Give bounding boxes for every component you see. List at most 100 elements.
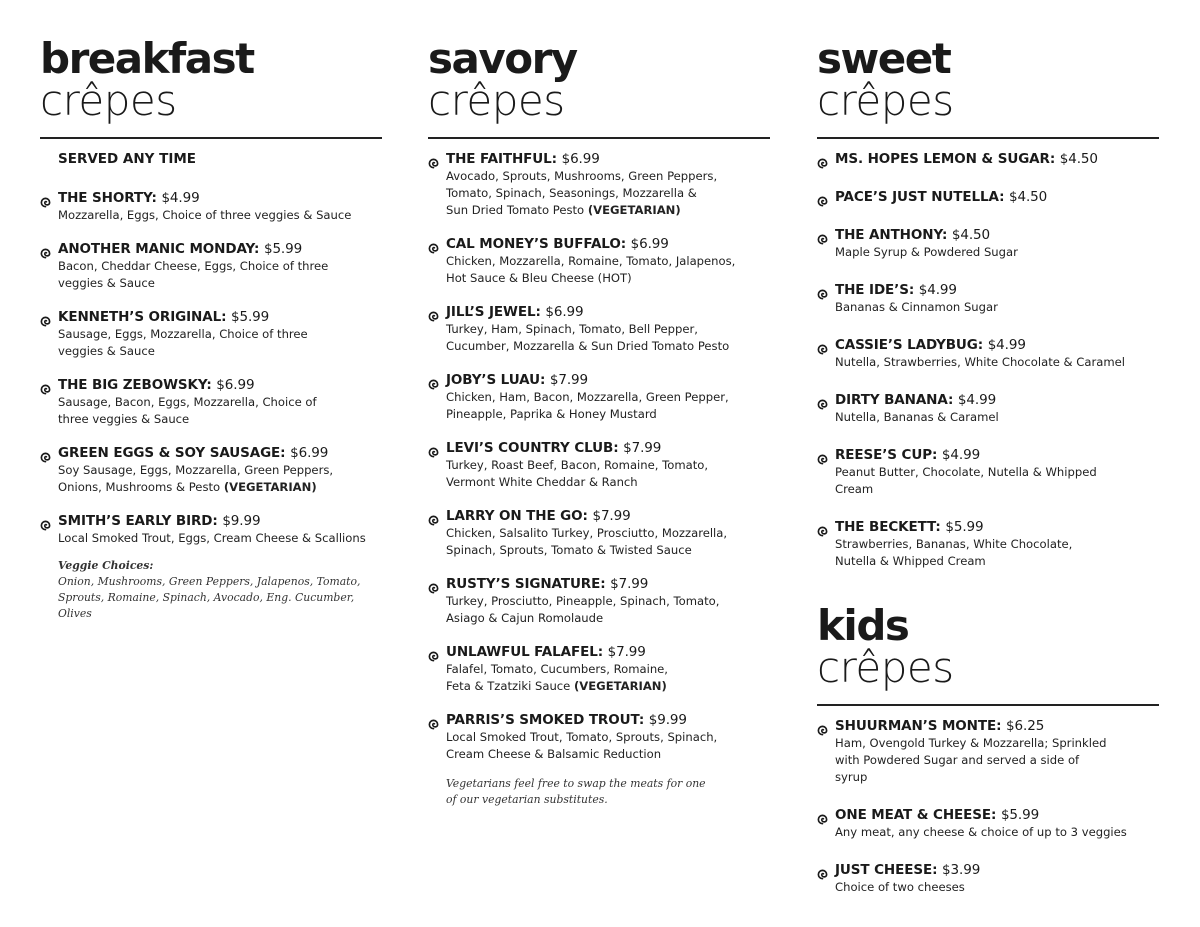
item-description-block: Turkey, Roast Beef, Bacon, Romaine, Toma… — [446, 457, 746, 491]
spiral-bullet-icon — [428, 647, 439, 662]
item-description-block: Ham, Ovengold Turkey & Mozzarella; Sprin… — [835, 735, 1115, 786]
menu-item: THE BECKETT: $5.99 Strawberries, Bananas,… — [817, 519, 1159, 570]
item-description: Nutella, Bananas & Caramel — [835, 410, 999, 424]
item-name: PARRIS’S SMOKED TROUT: — [446, 712, 645, 728]
spiral-bullet-icon — [817, 340, 828, 355]
item-name: ONE MEAT & CHEESE: — [835, 807, 997, 823]
item-description: Avocado, Sprouts, Mushrooms, Green Peppe… — [446, 169, 718, 217]
item-price: $7.99 — [549, 372, 589, 388]
item-description: Falafel, Tomato, Cucumbers, Romaine, Fet… — [446, 662, 668, 693]
item-name: THE FAITHFUL: — [446, 151, 557, 167]
menu-item: THE BIG ZEBOWSKY: $6.99 Sausage, Bacon, E… — [40, 377, 382, 428]
item-name-line: CASSIE’S LADYBUG: $4.99 — [835, 337, 1159, 354]
spiral-bullet-icon — [817, 522, 828, 537]
section-title: kids — [817, 601, 910, 650]
item-name-line: REESE’S CUP: $4.99 — [835, 447, 1159, 464]
menu-item: SMITH’S EARLY BIRD: $9.99 Local Smoked Tr… — [40, 513, 382, 547]
menu-item: MS. HOPES LEMON & SUGAR: $4.50 — [817, 151, 1159, 169]
vegetarian-tag: (VEGETARIAN) — [573, 679, 667, 693]
spiral-bullet-icon — [817, 450, 828, 465]
item-description: Any meat, any cheese & choice of up to 3… — [835, 825, 1127, 839]
spiral-bullet-icon — [817, 154, 828, 169]
item-description-block: Chicken, Salsalito Turkey, Prosciutto, M… — [446, 525, 746, 559]
item-name-line: THE SHORTY: $4.99 — [58, 190, 382, 207]
menu-item: KENNETH’S ORIGINAL: $5.99 Sausage, Eggs, … — [40, 309, 382, 360]
item-description-block: Turkey, Ham, Spinach, Tomato, Bell Peppe… — [446, 321, 746, 355]
section-header: savory crêpes — [428, 0, 770, 139]
item-description: Local Smoked Trout, Tomato, Sprouts, Spi… — [446, 730, 718, 761]
spiral-bullet-icon — [428, 154, 439, 169]
item-name-line: ANOTHER MANIC MONDAY: $5.99 — [58, 241, 382, 258]
item-name-line: JUST CHEESE: $3.99 — [835, 862, 1159, 879]
item-name-line: SHUURMAN’S MONTE: $6.25 — [835, 718, 1159, 735]
spiral-bullet-icon — [817, 285, 828, 300]
item-description: Ham, Ovengold Turkey & Mozzarella; Sprin… — [835, 736, 1107, 784]
menu-item: SHUURMAN’S MONTE: $6.25 Ham, Ovengold Tur… — [817, 718, 1159, 786]
item-description: Chicken, Salsalito Turkey, Prosciutto, M… — [446, 526, 728, 557]
item-price: $7.99 — [607, 644, 646, 660]
item-name-line: CAL MONEY’S BUFFALO: $6.99 — [446, 236, 770, 253]
menu-item: ANOTHER MANIC MONDAY: $5.99 Bacon, Chedda… — [40, 241, 382, 292]
item-name-line: THE IDE’S: $4.99 — [835, 282, 1159, 299]
item-name-line: LARRY ON THE GO: $7.99 — [446, 508, 770, 525]
item-price: $6.25 — [1006, 718, 1045, 734]
item-price: $6.99 — [561, 151, 600, 167]
spiral-bullet-icon — [40, 448, 51, 463]
section-header: breakfast crêpes — [40, 0, 382, 139]
item-name: DIRTY BANANA: — [835, 392, 954, 408]
menu-item: REESE’S CUP: $4.99 Peanut Butter, Chocola… — [817, 447, 1159, 498]
spiral-bullet-icon — [428, 239, 439, 254]
item-description: Turkey, Roast Beef, Bacon, Romaine, Toma… — [446, 458, 709, 489]
item-name-line: THE BIG ZEBOWSKY: $6.99 — [58, 377, 382, 394]
menu-item: LEVI’S COUNTRY CLUB: $7.99 Turkey, Roast … — [428, 440, 770, 491]
item-name: MS. HOPES LEMON & SUGAR: — [835, 151, 1056, 167]
item-price: $9.99 — [222, 513, 261, 529]
item-description: Nutella, Strawberries, White Chocolate &… — [835, 355, 1125, 369]
item-price: $5.99 — [945, 519, 984, 535]
item-price: $6.99 — [216, 377, 255, 393]
menu-item: PARRIS’S SMOKED TROUT: $9.99 Local Smoked… — [428, 712, 770, 763]
spiral-bullet-icon — [817, 721, 828, 736]
item-description-block: Bacon, Cheddar Cheese, Eggs, Choice of t… — [58, 258, 348, 292]
item-price: $5.99 — [1000, 807, 1040, 823]
spiral-bullet-icon — [817, 865, 828, 880]
item-name: REESE’S CUP: — [835, 447, 938, 463]
item-description-block: Mozzarella, Eggs, Choice of three veggie… — [58, 207, 368, 224]
spiral-bullet-icon — [40, 380, 51, 395]
sweet-column: sweet crêpes MS. HOPES LEMON & SUGAR: $4… — [817, 0, 1159, 591]
item-price: $4.50 — [1009, 189, 1048, 205]
item-name-line: UNLAWFUL FALAFEL: $7.99 — [446, 644, 770, 661]
item-name-line: GREEN EGGS & SOY SAUSAGE: $6.99 — [58, 445, 382, 462]
item-description: Bananas & Cinnamon Sugar — [835, 300, 998, 314]
item-name: THE BIG ZEBOWSKY: — [58, 377, 212, 393]
item-name: UNLAWFUL FALAFEL: — [446, 644, 603, 660]
spiral-bullet-icon — [817, 230, 828, 245]
item-price: $4.99 — [957, 392, 997, 408]
item-name: THE ANTHONY: — [835, 227, 948, 243]
item-description: Sausage, Eggs, Mozzarella, Choice of thr… — [58, 327, 308, 358]
item-price: $3.99 — [942, 862, 981, 878]
item-name: CASSIE’S LADYBUG: — [835, 337, 984, 353]
breakfast-column: breakfast crêpes SERVED ANY TIME THE SHO… — [40, 0, 382, 622]
menu-item: UNLAWFUL FALAFEL: $7.99 Falafel, Tomato, … — [428, 644, 770, 695]
spiral-bullet-icon — [817, 810, 828, 825]
veggie-choices-note: Veggie Choices: Onion, Mushrooms, Green … — [58, 558, 368, 622]
item-name-line: JILL’S JEWEL: $6.99 — [446, 304, 770, 321]
item-description: Local Smoked Trout, Eggs, Cream Cheese &… — [58, 531, 366, 545]
menu-item: THE IDE’S: $4.99 Bananas & Cinnamon Sugar — [817, 282, 1159, 316]
item-name-line: RUSTY’S SIGNATURE: $7.99 — [446, 576, 770, 593]
item-name-line: KENNETH’S ORIGINAL: $5.99 — [58, 309, 382, 326]
item-name: RUSTY’S SIGNATURE: — [446, 576, 606, 592]
item-description-block: Any meat, any cheese & choice of up to 3… — [835, 824, 1135, 841]
section-subtitle: crêpes — [428, 76, 565, 125]
menu-item: CASSIE’S LADYBUG: $4.99 Nutella, Strawber… — [817, 337, 1159, 371]
vegetarian-note: Vegetarians feel free to swap the meats … — [446, 777, 706, 806]
item-description-block: Falafel, Tomato, Cucumbers, Romaine, Fet… — [446, 661, 696, 695]
spiral-bullet-icon — [40, 312, 51, 327]
item-price: $4.99 — [918, 282, 957, 298]
menu-item: JOBY’S LUAU: $7.99 Chicken, Ham, Bacon, M… — [428, 372, 770, 423]
note-text: Onion, Mushrooms, Green Peppers, Jalapen… — [58, 575, 361, 620]
item-price: $6.99 — [545, 304, 584, 320]
item-name-line: LEVI’S COUNTRY CLUB: $7.99 — [446, 440, 770, 457]
section-title: sweet — [817, 34, 952, 83]
